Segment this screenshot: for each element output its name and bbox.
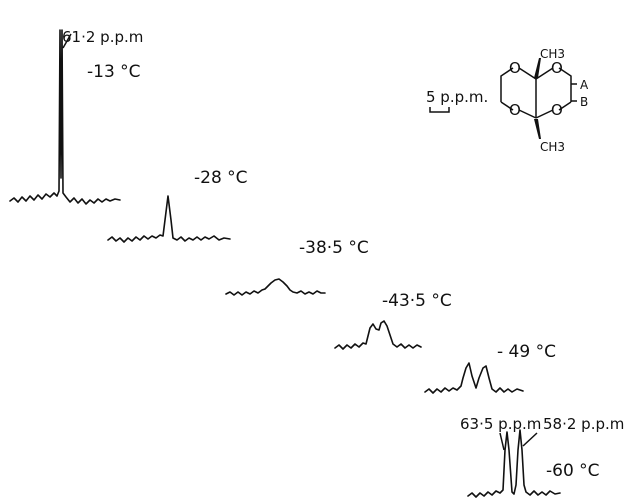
spectrum-6-peak-leader-left (499, 432, 505, 451)
scale-bar-label: 5 p.p.m. (426, 88, 488, 106)
spectrum-4: -43·5 °C (334, 291, 452, 350)
spectrum-2: -28 °C (107, 168, 248, 243)
spectrum-6-peak-label-left: 63·5 p.p.m (460, 415, 541, 433)
spectrum-5-temperature: - 49 °C (497, 342, 556, 362)
label-b: B (580, 95, 588, 109)
atom-methyl-top: CH3 (540, 47, 565, 61)
spectrum-2-temperature: -28 °C (194, 168, 248, 188)
atom-o-top-right: O (551, 59, 563, 77)
atom-o-top-left: O (509, 59, 521, 77)
spectrum-1-peak-label: 61·2 p.p.m (62, 28, 143, 46)
right-ring-bonds (535, 67, 572, 119)
atom-o-bottom-right: O (551, 101, 563, 119)
spectrum-6-trace (467, 429, 561, 498)
spectrum-4-temperature: -43·5 °C (382, 291, 452, 311)
spectrum-5-trace (424, 362, 524, 394)
spectrum-3-temperature: -38·5 °C (299, 238, 369, 258)
left-ring-bonds (500, 67, 537, 119)
spectrum-6-peak-leader-right (522, 432, 538, 447)
spectrum-2-trace (107, 195, 231, 243)
spectrum-1-temperature: -13 °C (87, 62, 141, 82)
spectrum-6: 63·5 p.p.m 58·2 p.p.m -60 °C (460, 415, 624, 498)
spectrum-3-trace (225, 278, 326, 296)
spectrum-6-temperature: -60 °C (546, 461, 600, 481)
scale-bar: 5 p.p.m. (426, 88, 488, 113)
spectrum-6-peak-label-right: 58·2 p.p.m (543, 415, 624, 433)
spectrum-1-peak-leader (62, 33, 72, 49)
chemical-structure: O O O O CH3 CH3 A B (500, 47, 589, 154)
spectrum-3: -38·5 °C (225, 238, 369, 296)
spectrum-4-trace (334, 320, 422, 350)
spectrum-1-trace (9, 29, 121, 205)
atom-methyl-bottom: CH3 (540, 140, 565, 154)
spectrum-5: - 49 °C (424, 342, 556, 394)
spectrum-1: 61·2 p.p.m -13 °C (9, 28, 143, 205)
label-a: A (580, 78, 589, 92)
wedge-bond-top (534, 58, 541, 78)
wedge-bond-bottom (534, 119, 541, 139)
scale-bar-line (429, 107, 450, 113)
atom-o-bottom-left: O (509, 101, 521, 119)
